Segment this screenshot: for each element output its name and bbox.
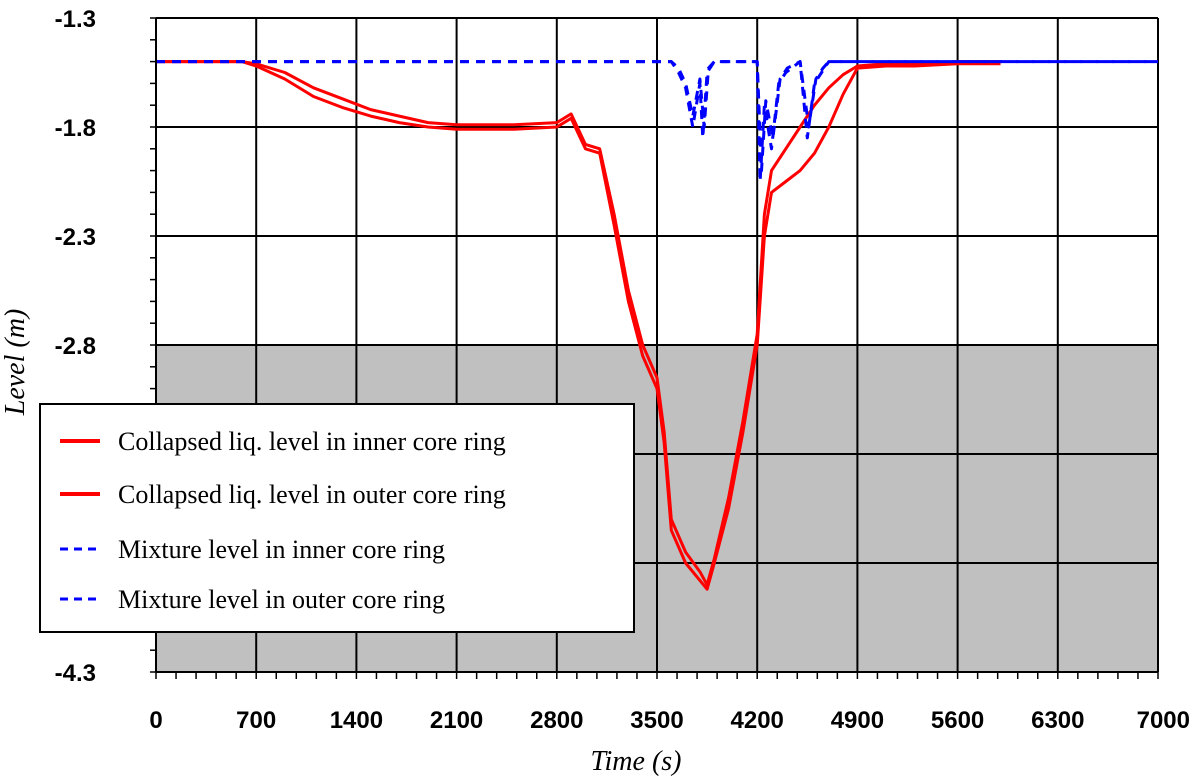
legend-entry: Mixture level in outer core ring [60,585,445,614]
series-line-2 [156,60,1158,183]
series-line-3 [156,60,1158,173]
x-tick-label: 2100 [430,707,483,734]
y-tick-labels: -1.3 -1.8 -2.3 -2.8 -4.3 [55,6,96,687]
y-axis-title: Level (m) [0,309,31,417]
y-tick-label: -2.3 [55,224,96,251]
legend-entry: Collapsed liq. level in outer core ring [60,480,506,509]
legend-entry: Collapsed liq. level in inner core ring [60,427,506,456]
legend-label: Collapsed liq. level in outer core ring [118,480,506,509]
legend-label: Mixture level in inner core ring [118,535,445,564]
x-tick-label: 4200 [731,707,784,734]
y-tick-label: -4.3 [55,660,96,687]
x-tick-label: 7000 [1137,707,1190,734]
series-line-1 [156,60,1001,587]
legend: Collapsed liq. level in inner core ring … [39,403,635,633]
legend-label: Collapsed liq. level in inner core ring [118,427,506,456]
legend-entry: Mixture level in inner core ring [60,535,445,564]
legend-box [39,403,635,633]
x-tick-labels: 0 700 1400 2100 2800 3500 4200 4900 5600 6300 7000 [149,707,1190,734]
x-tick-label: 0 [149,707,162,734]
x-tick-label: 700 [236,707,276,734]
y-tick-label: -1.3 [55,6,96,33]
x-tick-label: 5600 [931,707,984,734]
y-tick-label: -2.8 [55,333,96,360]
x-tick-label: 4900 [831,707,884,734]
x-axis-title: Time (s) [591,746,682,777]
x-tick-label: 2800 [530,707,583,734]
x-tick-label: 6300 [1031,707,1084,734]
x-tick-label: 1400 [330,707,383,734]
y-tick-label: -1.8 [55,115,96,142]
series-layer [156,60,1158,591]
x-tick-label: 3500 [630,707,683,734]
legend-label: Mixture level in outer core ring [118,585,445,614]
